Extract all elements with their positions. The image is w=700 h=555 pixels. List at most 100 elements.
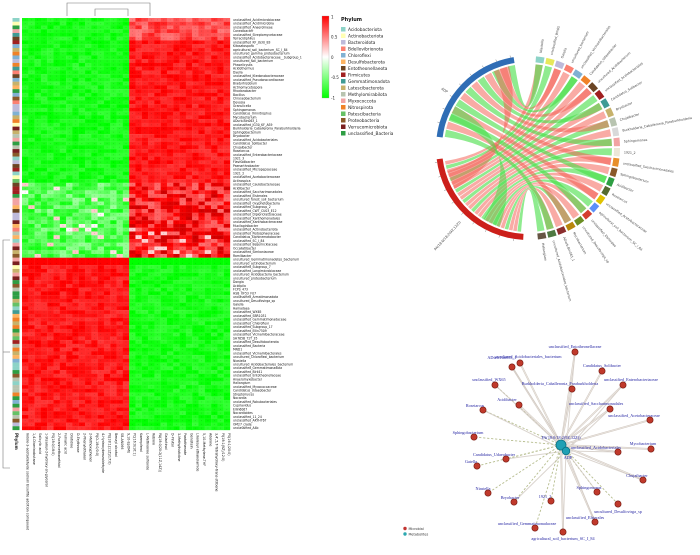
phylum-annotation-cell	[12, 392, 20, 397]
chord-sector	[611, 127, 620, 137]
row-label: unclassified_Acetobacteraceae	[233, 175, 280, 179]
phylum-legend-swatch	[341, 124, 346, 129]
row-label: Phaselicystis	[233, 63, 253, 67]
row-label: unclassified_Vicinamibacterales	[233, 351, 282, 355]
phylum-annotation-cell	[12, 182, 20, 187]
phylum-annotation-cell	[12, 340, 20, 344]
microbe-node-label: agricultural_soil_bacterium_SC_I_84	[531, 536, 595, 541]
phylum-legend-label: Bacteroidota	[348, 40, 376, 46]
chord-diagram-panel: Niastella unclassified_WX65 Gaiella uncultu…	[433, 25, 692, 302]
microbe-node	[491, 381, 499, 389]
microbe-node-label: uncultured_Desulfovirga_sp	[594, 509, 642, 514]
microbe-node-label: unclassified_Acidobacteriales	[571, 445, 622, 450]
column-label: Galactinol	[164, 433, 168, 450]
phylum-annotation-cell	[12, 55, 20, 60]
column-label: PS(16:1/20:0)	[227, 433, 231, 456]
phylum-annotation-cell	[12, 186, 20, 191]
phylum-annotation-cell	[12, 25, 20, 30]
column-label: PI(18:1(9Z)/12:0)	[221, 433, 225, 461]
column-label: PE(18:1(11Z)/17:0)	[107, 433, 111, 465]
chord-arc-ticks	[434, 55, 514, 242]
column-label: 9,10-EpOME	[126, 433, 130, 453]
chord-ribbon	[499, 66, 562, 109]
row-label: unclassified_11_24	[233, 415, 262, 419]
chord-sector-label: 1921_2	[624, 150, 636, 155]
network-edge-dashed	[560, 444, 619, 505]
row-label: SH765B_TzT_35	[233, 336, 257, 340]
chord-sector-label: Sphingomonas	[624, 138, 648, 144]
microbe-node-label: Sphingomonas	[577, 485, 602, 490]
chord-arc-metabolite-blue	[436, 57, 515, 138]
chord-ribbon	[454, 95, 598, 193]
phylum-annotation-cell	[12, 396, 20, 401]
network-edge-secondary	[565, 450, 644, 481]
chord-sector	[565, 221, 576, 231]
phylum-annotation-cell	[12, 321, 20, 326]
phylum-annotation-cell	[12, 332, 20, 337]
chord-sector	[594, 89, 605, 101]
phylum-annotation-cell	[12, 411, 20, 416]
microbe-node-label: Candidatus_Solibacter	[583, 363, 622, 368]
network-panel: unclassified_Entotheonellaceae uncultured…	[403, 344, 660, 541]
row-label: uncultured_forest_soil_bacterium	[233, 198, 284, 202]
microbe-node-label: uncultured_Acidobacteriales_bacterium	[495, 354, 563, 359]
microbe-node	[614, 500, 622, 508]
phylum-annotation-cell	[12, 171, 20, 176]
chord-ribbon	[488, 176, 599, 224]
chord-sector	[605, 176, 615, 187]
microbe-node-label: ADurb.Bin063_1	[487, 355, 516, 360]
chord-sector-label: Burkholderia_Caballeronia_Paraburkholder…	[622, 116, 692, 133]
row-label: unclassified_WX65	[233, 310, 262, 314]
row-label: unclassified_Caulobacteraceae	[233, 183, 280, 187]
colorbar-tick-label: 0.5	[331, 35, 338, 40]
chord-sector-label: Gaiella	[560, 47, 568, 59]
phylum-annotation-cell	[12, 268, 20, 273]
microbe-node-label: unclassified_Entotheonellaceae	[549, 344, 602, 349]
metabolite-hub-node	[561, 446, 571, 456]
row-label: unclassified_Pedosphaeraceae	[233, 231, 280, 235]
phylum-annotation-cell	[12, 280, 20, 285]
phylum-annotation-cell	[12, 51, 20, 56]
column-label: Genistein	[189, 433, 193, 449]
chord-ribbon	[457, 102, 603, 197]
phylum-annotation-cell	[12, 141, 20, 146]
phylum-annotation-cell	[12, 227, 20, 232]
heatmap-column-labels: Indole-3-acetaldehyde sodium bisulfite a…	[26, 433, 232, 530]
chord-sector-label: uncultured_Acidobacterium	[597, 51, 632, 84]
phylum-annotation-cell	[12, 276, 20, 281]
row-label: Nocardia	[233, 396, 247, 400]
chord-sector-label: unclassified_WX65	[550, 26, 561, 56]
phylum-annotation-cell	[12, 190, 20, 195]
column-label: Pantothenate	[183, 433, 187, 455]
phylum-annotation-cell	[12, 122, 20, 127]
row-label: Acidipila	[233, 284, 246, 288]
row-label: Occallatibacter	[233, 246, 257, 250]
phylum-annotation-cell	[12, 385, 20, 389]
chord-ribbon	[451, 106, 599, 200]
phylum-annotation-cell	[12, 261, 20, 266]
phylum-annotation-cell	[12, 175, 20, 180]
phylum-annotation-cell	[12, 253, 20, 258]
row-label: Candidatus_Xiphinematobacter	[233, 235, 282, 239]
column-label: Linoleoyl ethanolamide	[196, 433, 200, 471]
phylum-annotation-cell	[12, 355, 20, 359]
phylum-annotation-cell	[12, 209, 20, 213]
microbe-node-label: Niastella	[476, 486, 491, 491]
phylum-annotation-cell	[12, 21, 20, 26]
phylum-annotation-cell	[12, 418, 20, 423]
phylum-annotation-cell	[12, 89, 20, 94]
row-label: Roseiarcus	[233, 149, 250, 153]
network-edge-core	[560, 444, 644, 481]
phylum-annotation-cell	[12, 197, 20, 202]
chord-ribbon	[460, 92, 612, 166]
row-label: HSB_OF53_F07	[233, 291, 256, 295]
significance-dots-overlay	[22, 18, 230, 430]
row-label: unclassified_Gemmatimonadaceae	[233, 318, 286, 322]
row-label: Niastella	[233, 359, 246, 363]
row-label: Ramlibacter	[233, 254, 252, 258]
metabolite-hub-label: PA(18:0/18:2(9Z,12Z))	[541, 435, 581, 441]
row-label: OM27_clade	[233, 422, 252, 426]
phylum-legend-label: Methylomirabilota	[348, 92, 387, 98]
row-label: 1921_2	[233, 171, 244, 175]
network-edge-core	[519, 362, 562, 446]
